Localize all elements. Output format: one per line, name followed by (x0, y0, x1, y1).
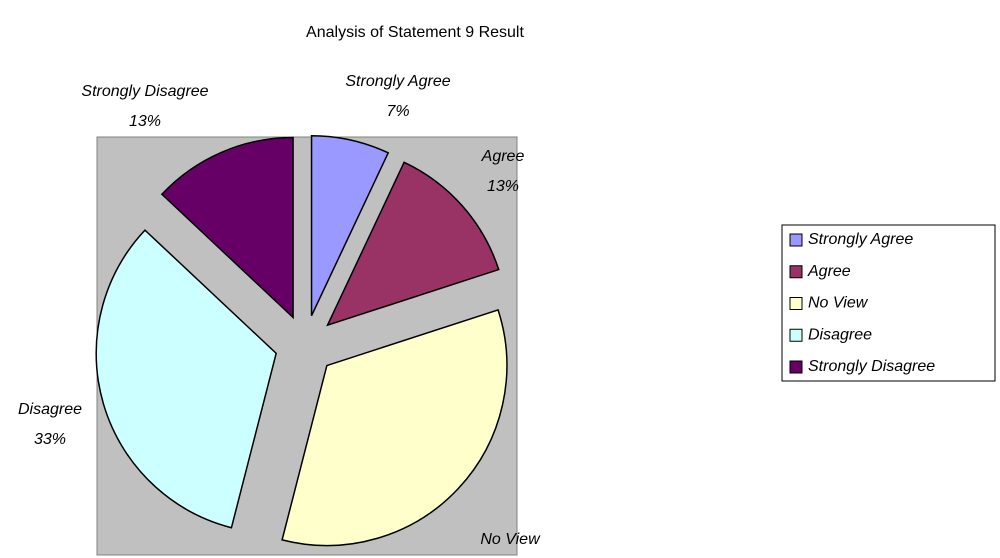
legend-label: Disagree (808, 326, 872, 343)
legend (781, 224, 996, 382)
slice-value-label: 33% (34, 431, 66, 448)
slice-value-label: 7% (386, 103, 409, 120)
pie-slice (310, 134, 390, 317)
pie-slice (326, 161, 500, 327)
slice-label: Agree (481, 148, 525, 165)
legend-label: Strongly Agree (808, 231, 913, 248)
slice-label: No View (480, 531, 541, 548)
slice-label: Strongly Disagree (81, 83, 208, 100)
legend-swatch (789, 297, 803, 310)
legend-swatch (789, 328, 803, 342)
legend-label: Strongly Disagree (808, 358, 935, 375)
pie-slice (95, 229, 278, 529)
legend-swatch (789, 233, 803, 247)
legend-swatch (789, 265, 803, 279)
slice-value-label: 13% (129, 113, 161, 130)
legend-label: No View (808, 295, 869, 312)
slice-label: Strongly Agree (345, 73, 450, 90)
chart-title: Analysis of Statement 9 Result (306, 24, 524, 41)
slice-label: Disagree (18, 401, 82, 418)
legend-label: Agree (807, 263, 851, 280)
slice-value-label: 13% (487, 178, 519, 195)
pie-slice (281, 308, 508, 547)
pie-slice (160, 136, 294, 320)
legend-swatch (789, 360, 803, 374)
